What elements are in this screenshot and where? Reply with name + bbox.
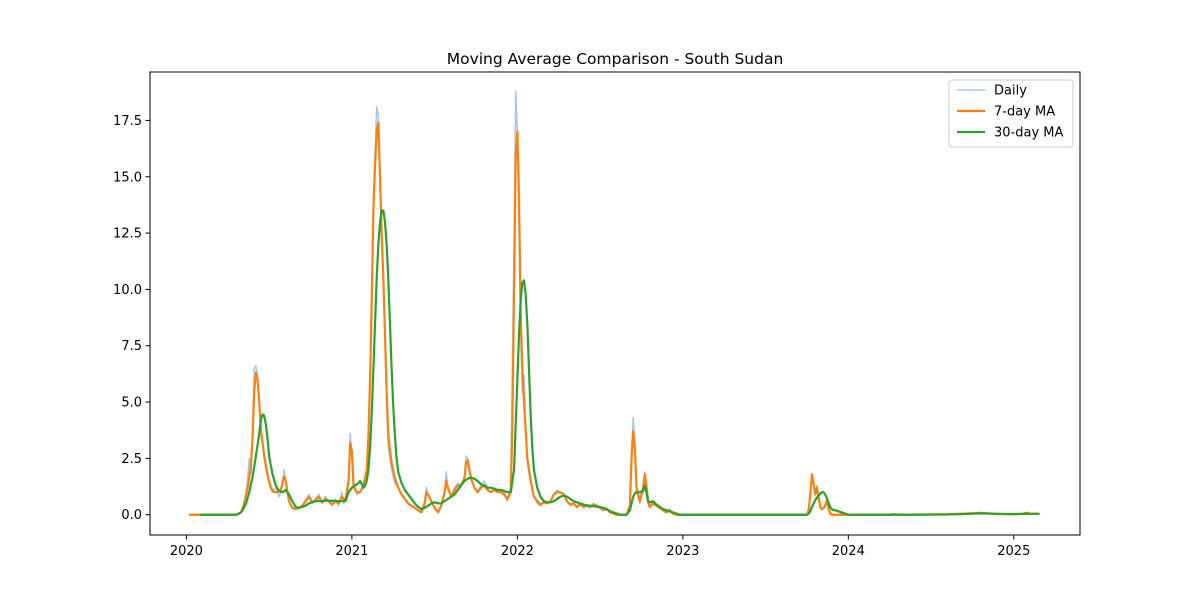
x-tick-label: 2024 bbox=[832, 544, 865, 559]
chart-title: Moving Average Comparison - South Sudan bbox=[447, 50, 784, 68]
series-layer bbox=[188, 90, 1040, 516]
y-tick-label: 5.0 bbox=[121, 396, 142, 411]
y-tick-label: 7.5 bbox=[121, 339, 142, 354]
x-tick-label: 2020 bbox=[170, 544, 203, 559]
plot-area bbox=[149, 71, 1081, 536]
y-tick-label: 12.5 bbox=[113, 227, 142, 242]
y-tick-label: 17.5 bbox=[113, 114, 142, 129]
legend-box bbox=[948, 79, 1074, 148]
x-tick-label: 2023 bbox=[666, 544, 699, 559]
legend: Daily 7-day MA 30-day MA bbox=[948, 79, 1074, 148]
x-tick-label: 2022 bbox=[501, 544, 534, 559]
y-tick-label: 2.5 bbox=[121, 452, 142, 467]
y-tick-label: 10.0 bbox=[113, 283, 142, 298]
x-axis: 2020 2021 2022 2023 2024 2025 bbox=[170, 535, 1030, 559]
legend-label: 7-day MA bbox=[994, 105, 1055, 120]
y-tick-label: 15.0 bbox=[113, 170, 142, 185]
y-axis: 0.0 2.5 5.0 7.5 10.0 12.5 15.0 17.5 bbox=[113, 114, 150, 523]
series-line-30-day-ma bbox=[200, 209, 1040, 516]
legend-label: 30-day MA bbox=[994, 126, 1063, 141]
plot-frame bbox=[149, 71, 1081, 536]
legend-label: Daily bbox=[994, 84, 1027, 99]
x-tick-label: 2025 bbox=[997, 544, 1030, 559]
x-tick-label: 2021 bbox=[335, 544, 368, 559]
y-tick-label: 0.0 bbox=[121, 508, 142, 523]
